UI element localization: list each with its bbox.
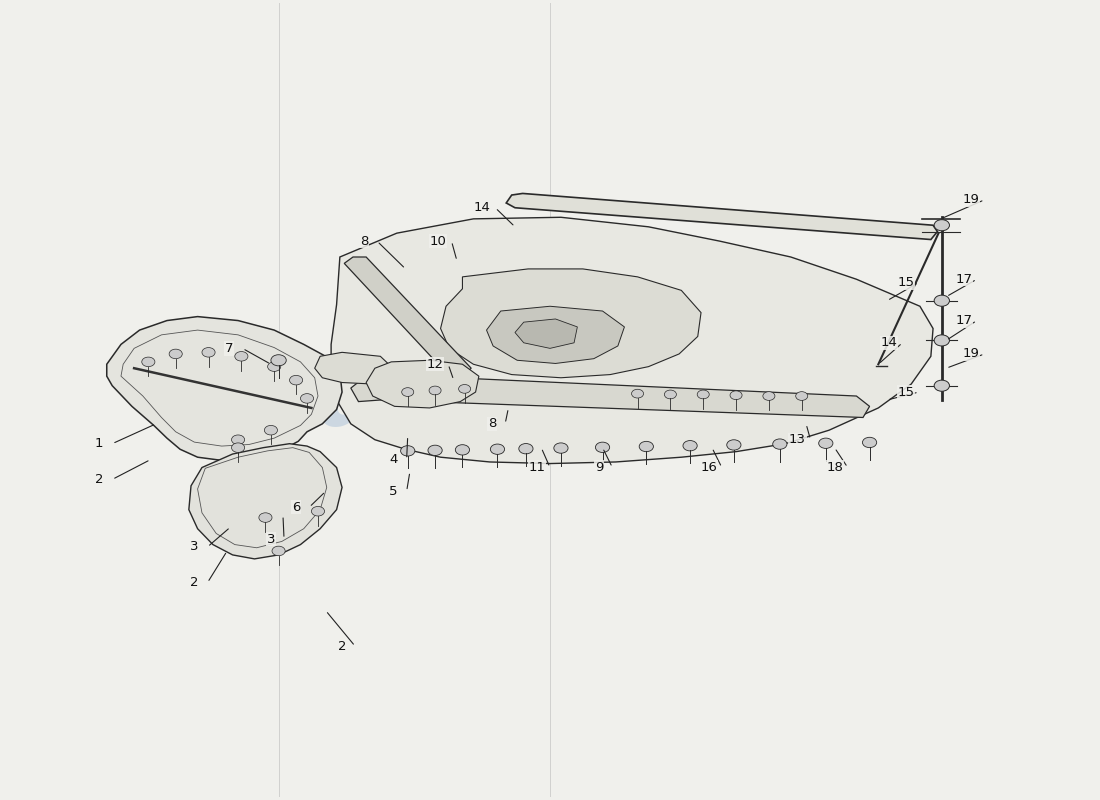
Circle shape xyxy=(683,441,697,451)
Text: 8: 8 xyxy=(360,234,368,248)
Text: 5: 5 xyxy=(389,485,398,498)
Text: 9: 9 xyxy=(595,461,604,474)
Circle shape xyxy=(202,347,216,357)
Circle shape xyxy=(169,349,183,358)
Text: 12: 12 xyxy=(427,358,443,370)
Circle shape xyxy=(730,391,743,400)
Circle shape xyxy=(234,351,248,361)
Circle shape xyxy=(727,440,741,450)
Circle shape xyxy=(400,446,415,456)
Circle shape xyxy=(264,426,277,435)
Text: 3: 3 xyxy=(266,533,275,546)
Text: 15: 15 xyxy=(898,276,914,289)
Circle shape xyxy=(272,546,285,556)
Polygon shape xyxy=(506,194,937,239)
Circle shape xyxy=(289,375,302,385)
Circle shape xyxy=(491,444,505,454)
Circle shape xyxy=(795,392,807,400)
Text: 17: 17 xyxy=(955,273,972,286)
Text: 14: 14 xyxy=(474,202,491,214)
Circle shape xyxy=(862,438,877,448)
Text: 1: 1 xyxy=(95,437,103,450)
Circle shape xyxy=(519,443,534,454)
Polygon shape xyxy=(189,444,342,559)
Circle shape xyxy=(595,442,609,453)
Circle shape xyxy=(300,394,313,403)
Polygon shape xyxy=(344,257,471,376)
Text: 16: 16 xyxy=(701,461,717,474)
Polygon shape xyxy=(107,317,342,460)
Circle shape xyxy=(553,443,568,454)
Circle shape xyxy=(934,335,949,346)
Text: 6: 6 xyxy=(292,501,300,514)
Circle shape xyxy=(258,513,272,522)
Circle shape xyxy=(231,435,244,445)
Circle shape xyxy=(763,392,774,400)
Circle shape xyxy=(455,445,470,455)
Circle shape xyxy=(934,295,949,306)
Circle shape xyxy=(142,357,155,366)
Text: 8: 8 xyxy=(487,418,496,430)
Circle shape xyxy=(311,506,324,516)
Polygon shape xyxy=(315,352,392,384)
Polygon shape xyxy=(331,218,933,463)
Circle shape xyxy=(459,385,471,394)
Circle shape xyxy=(231,443,244,453)
Circle shape xyxy=(429,386,441,395)
Polygon shape xyxy=(366,360,478,408)
Text: 2: 2 xyxy=(95,473,103,486)
Text: 2: 2 xyxy=(190,576,199,590)
Polygon shape xyxy=(441,269,701,378)
Circle shape xyxy=(934,380,949,391)
Text: 13: 13 xyxy=(789,434,806,446)
Circle shape xyxy=(428,445,442,455)
Circle shape xyxy=(697,390,710,399)
Circle shape xyxy=(639,442,653,452)
Circle shape xyxy=(267,362,280,371)
Text: 3: 3 xyxy=(190,541,199,554)
Text: 15: 15 xyxy=(898,386,914,398)
Polygon shape xyxy=(515,319,578,348)
Circle shape xyxy=(271,354,286,366)
Circle shape xyxy=(934,220,949,230)
Circle shape xyxy=(772,439,786,450)
Polygon shape xyxy=(351,376,870,418)
Circle shape xyxy=(818,438,833,449)
Text: 18: 18 xyxy=(826,461,843,474)
Text: eurospares: eurospares xyxy=(251,354,849,446)
Text: 19: 19 xyxy=(962,347,980,361)
Polygon shape xyxy=(486,306,625,363)
Circle shape xyxy=(664,390,676,399)
Text: 19: 19 xyxy=(962,194,980,206)
Circle shape xyxy=(402,388,414,397)
Circle shape xyxy=(631,390,644,398)
Text: 14: 14 xyxy=(881,336,898,350)
Text: 10: 10 xyxy=(430,234,447,248)
Text: 2: 2 xyxy=(338,640,346,653)
Text: 17: 17 xyxy=(955,314,972,327)
Text: 11: 11 xyxy=(528,461,546,474)
Text: 7: 7 xyxy=(226,342,233,355)
Text: 4: 4 xyxy=(389,453,398,466)
